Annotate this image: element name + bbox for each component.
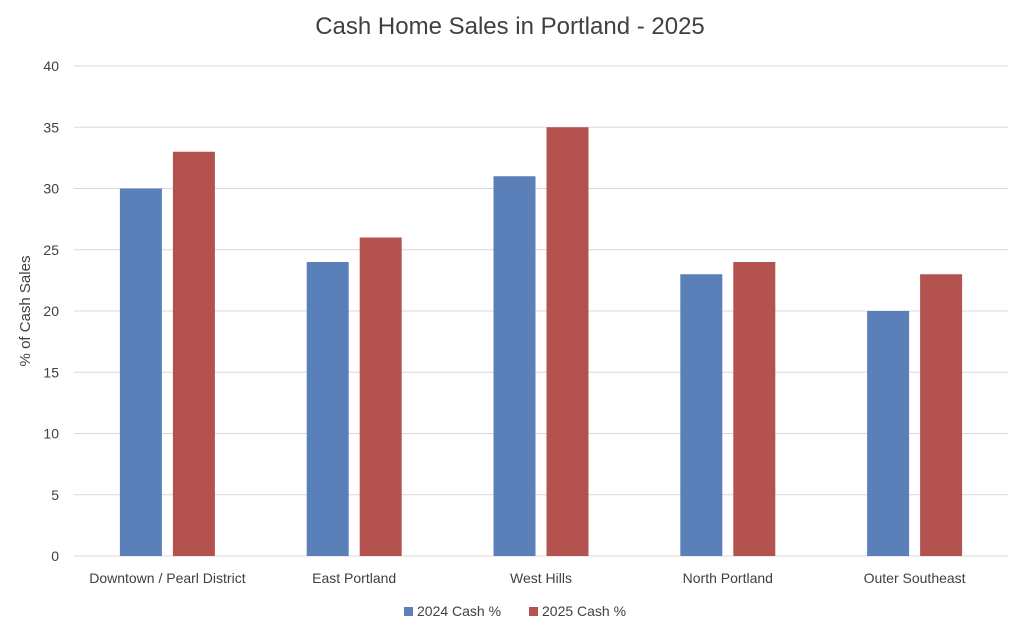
y-tick-label: 15: [43, 364, 59, 380]
y-tick-label: 0: [51, 548, 59, 564]
bar: [306, 262, 349, 556]
bar: [359, 237, 402, 556]
y-tick-label: 35: [43, 119, 59, 135]
legend: 2024 Cash % 2025 Cash %: [404, 603, 626, 619]
y-axis-title: % of Cash Sales: [17, 256, 34, 367]
bar: [119, 188, 162, 556]
x-tick-label: West Hills: [510, 570, 572, 586]
y-axis-ticks: 0 5 10 15 20 25 30 35 40: [43, 58, 59, 564]
bar: [920, 274, 963, 556]
bar: [493, 176, 536, 556]
bar: [546, 127, 589, 556]
x-axis-ticks: Downtown / Pearl District East Portland We…: [89, 570, 965, 586]
x-tick-label: North Portland: [683, 570, 773, 586]
y-tick-label: 30: [43, 181, 59, 197]
y-tick-label: 5: [51, 487, 59, 503]
y-tick-label: 10: [43, 426, 59, 442]
bar: [733, 262, 776, 556]
bar: [680, 274, 723, 556]
y-tick-label: 20: [43, 303, 59, 319]
legend-swatch: [404, 607, 413, 616]
gridlines: [74, 65, 1008, 557]
y-tick-label: 25: [43, 242, 59, 258]
legend-label: 2024 Cash %: [417, 603, 501, 619]
bars: [119, 127, 963, 556]
legend-label: 2025 Cash %: [542, 603, 626, 619]
x-tick-label: Outer Southeast: [864, 570, 966, 586]
legend-swatch: [529, 607, 538, 616]
bar: [172, 151, 215, 556]
x-tick-label: Downtown / Pearl District: [89, 570, 245, 586]
chart-title: Cash Home Sales in Portland - 2025: [315, 13, 705, 40]
y-tick-label: 40: [43, 58, 59, 74]
x-tick-label: East Portland: [312, 570, 396, 586]
bar: [867, 311, 910, 556]
